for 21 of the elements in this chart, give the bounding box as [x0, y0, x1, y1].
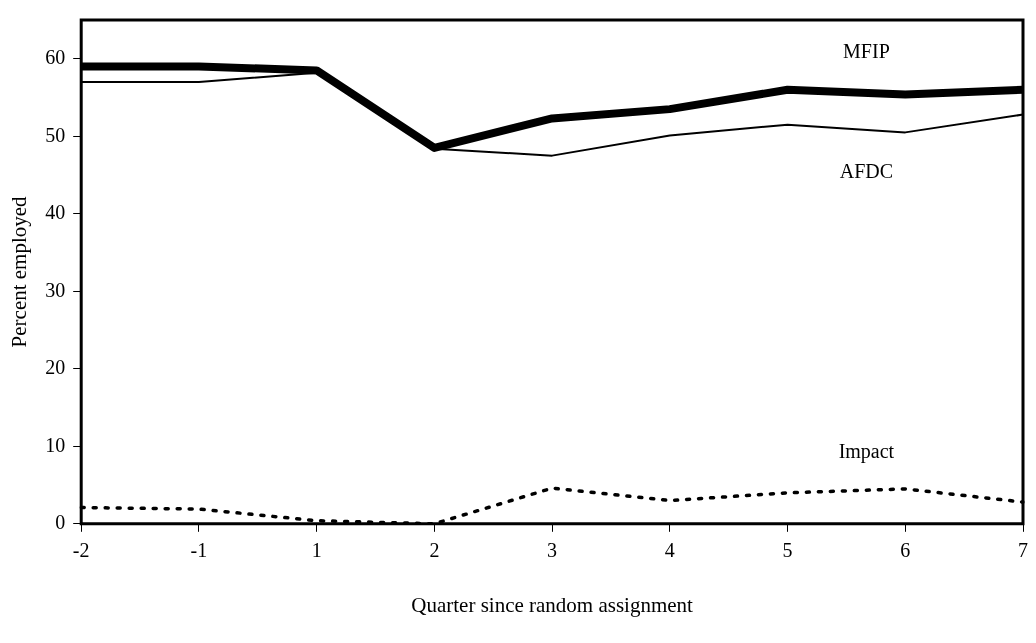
y-tick-label: 40: [45, 201, 66, 224]
x-axis-title: Quarter since random assignment: [411, 592, 694, 617]
y-tick-label: 50: [45, 123, 66, 146]
series-label: Impact: [838, 440, 895, 464]
y-tick-label: 0: [55, 511, 66, 534]
y-tick-label: 10: [45, 433, 66, 456]
y-axis-title: Percent employed: [7, 195, 32, 348]
x-tick-label: -1: [190, 539, 208, 562]
y-tick-label: 30: [45, 278, 66, 301]
x-tick-label: 4: [664, 539, 675, 562]
series-label: AFDC: [839, 159, 894, 182]
x-tick-label: 5: [782, 539, 793, 562]
x-tick-label: 7: [1018, 539, 1028, 562]
x-tick-label: 6: [900, 539, 911, 562]
series-label: MFIP: [843, 39, 890, 62]
x-tick-label: 1: [311, 539, 322, 562]
x-tick-label: 3: [547, 539, 558, 562]
x-tick-label: -2: [72, 539, 90, 562]
y-tick-label: 20: [45, 356, 66, 379]
x-tick-label: 2: [429, 539, 440, 562]
y-tick-label: 60: [45, 46, 66, 68]
